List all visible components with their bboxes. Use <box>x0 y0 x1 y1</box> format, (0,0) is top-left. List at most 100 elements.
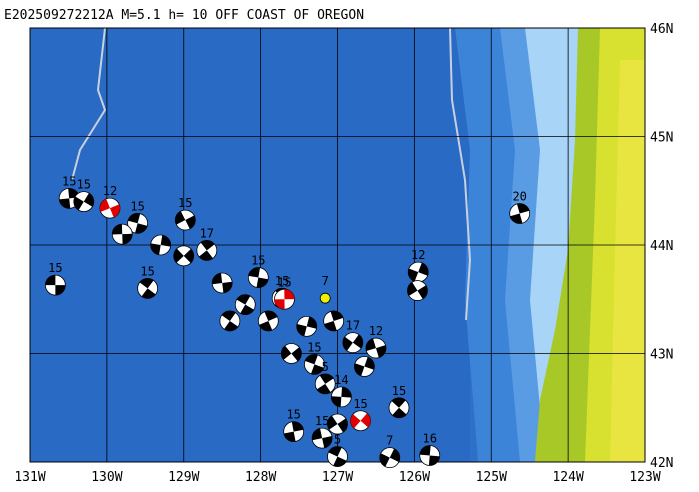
ball-quadrant <box>183 248 194 264</box>
focal-mechanism <box>280 343 302 364</box>
depth-label: 12 <box>103 184 117 198</box>
ball-quadrant <box>296 323 307 337</box>
focal-mechanism <box>196 240 218 261</box>
focal-mechanism <box>111 223 133 245</box>
depth-label: 15 <box>62 174 76 188</box>
focal-mechanism <box>127 212 149 234</box>
depth-label: 20 <box>512 190 526 204</box>
ball-quadrant <box>281 345 292 360</box>
depth-label: 15 <box>48 261 62 275</box>
focal-mechanism <box>174 209 196 231</box>
ball-quadrant <box>389 448 400 463</box>
depth-label: 15 <box>178 196 192 210</box>
ball-quadrant <box>379 453 390 467</box>
focal-mechanism <box>234 294 256 316</box>
ball-quadrant <box>236 294 251 305</box>
depth-label: 15 <box>130 199 144 213</box>
ball-quadrant <box>283 431 296 442</box>
ball-quadrant <box>45 275 56 286</box>
focal-mechanism <box>509 203 531 224</box>
focal-mechanism <box>137 277 159 299</box>
depth-label: 15 <box>315 414 329 428</box>
ball-quadrant <box>327 415 338 430</box>
focal-mechanism <box>173 245 195 267</box>
ball-quadrant <box>352 334 363 349</box>
focal-mechanism <box>296 315 318 337</box>
ball-quadrant <box>364 357 375 370</box>
focal-mechanism <box>219 310 241 332</box>
ball-quadrant <box>139 278 154 289</box>
ball-quadrant <box>354 363 365 376</box>
ball-quadrant <box>311 364 324 375</box>
ball-quadrant <box>212 273 223 285</box>
focal-mechanism <box>150 234 172 256</box>
depth-label: 15 <box>353 397 367 411</box>
ball-quadrant <box>175 211 186 225</box>
ball-quadrant <box>360 413 371 428</box>
ball-quadrant <box>173 248 184 263</box>
focal-mechanism <box>350 410 371 432</box>
ball-quadrant <box>328 446 342 457</box>
ball-quadrant <box>141 288 156 299</box>
focal-mechanism <box>419 445 441 466</box>
depth-label: 7 <box>386 434 393 448</box>
ball-quadrant <box>274 299 285 310</box>
x-tick-label: 126W <box>399 470 430 485</box>
ball-quadrant <box>333 456 347 467</box>
ball-quadrant <box>248 267 261 278</box>
event-dot <box>319 292 331 304</box>
ball-quadrant <box>185 215 196 229</box>
map-title: E202509272212A M=5.1 h= 10 OFF COAST OF … <box>4 8 364 23</box>
ball-quadrant <box>392 407 407 418</box>
ball-quadrant <box>337 418 348 433</box>
focal-mechanism <box>257 310 279 332</box>
focal-mechanism <box>304 353 325 375</box>
x-tick-label: 128W <box>245 470 276 485</box>
ball-quadrant <box>341 386 352 398</box>
ball-quadrant <box>221 310 236 321</box>
focal-mechanism <box>44 274 66 296</box>
ball-quadrant <box>222 281 233 293</box>
ball-quadrant <box>135 223 148 234</box>
focal-mechanism <box>247 267 269 288</box>
focal-mechanism <box>274 288 295 310</box>
ball-quadrant <box>305 354 318 365</box>
x-tick-label: 125W <box>476 470 507 485</box>
depth-label: 15 <box>77 178 91 192</box>
ball-quadrant <box>365 338 376 351</box>
ball-quadrant <box>312 428 323 441</box>
ball-quadrant <box>127 213 141 224</box>
depth-label: 15 <box>140 264 154 278</box>
ball-quadrant <box>375 345 386 358</box>
x-tick-label: 123W <box>629 470 660 485</box>
depth-label: 12 <box>369 324 383 338</box>
depth-label: 15 <box>277 275 291 289</box>
ball-quadrant <box>324 320 337 331</box>
ball-quadrant <box>291 347 302 362</box>
focal-mechanism <box>323 310 345 332</box>
y-tick-label: 42N <box>650 456 673 471</box>
focal-mechanism <box>73 191 95 213</box>
ball-quadrant <box>109 204 120 218</box>
depth-label: 14 <box>334 373 348 387</box>
ball-quadrant <box>407 282 418 296</box>
ball-quadrant <box>122 233 133 245</box>
focal-mechanism <box>407 261 429 283</box>
ball-quadrant <box>510 213 523 224</box>
focal-mechanism <box>342 332 364 354</box>
ball-quadrant <box>198 250 213 261</box>
focal-mechanism <box>365 337 387 359</box>
ball-quadrant <box>55 285 66 296</box>
y-tick-label: 43N <box>650 348 673 363</box>
depth-label: 5 <box>334 433 341 447</box>
focal-mechanism <box>327 446 348 467</box>
ball-quadrant <box>59 198 71 209</box>
ball-quadrant <box>331 396 342 407</box>
ball-quadrant <box>256 277 269 288</box>
ball-quadrant <box>112 224 123 235</box>
depth-label: 15 <box>286 408 300 422</box>
focal-mechanism <box>388 397 410 419</box>
ball-quadrant <box>259 320 273 331</box>
x-tick-label: 127W <box>322 470 353 485</box>
